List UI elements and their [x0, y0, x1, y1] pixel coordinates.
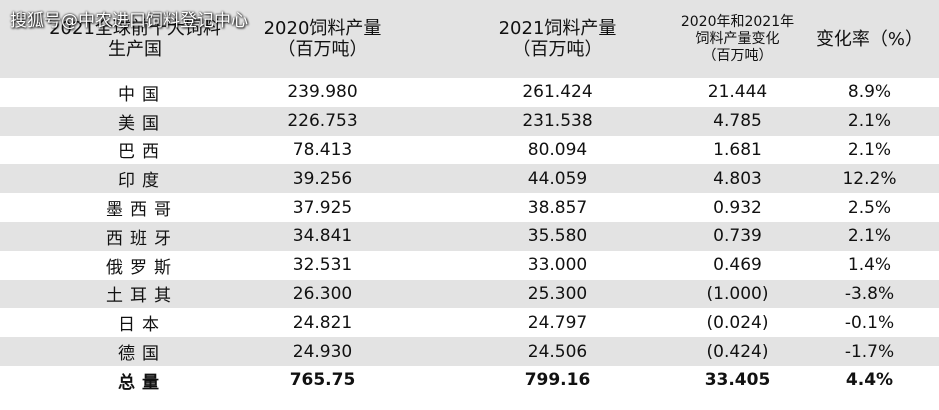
row-background: [0, 106, 939, 136]
header-cell: 变化率（%）: [800, 0, 939, 78]
header-cell: 2020年和2021年 饲料产量变化 （百万吨）: [660, 0, 815, 78]
table-cell: 0.739: [713, 226, 762, 247]
table-cell: 4.4%: [845, 370, 894, 391]
table-cell: 38.857: [527, 197, 588, 218]
watermark: 搜狐号@中农进口饲料登记中心: [10, 11, 248, 31]
table-cell: (1.000): [706, 283, 769, 304]
header-background: [0, 0, 939, 78]
table-cell: 1.4%: [847, 255, 892, 276]
table-cell: 4.803: [713, 168, 762, 189]
table-cell: 8.9%: [847, 82, 892, 103]
table-cell: 巴西: [118, 142, 166, 163]
table-cell: 37.925: [292, 197, 353, 218]
header-text: （百万吨）: [702, 47, 773, 64]
table-cell: 土耳其: [106, 286, 178, 307]
table-cell: 2.1%: [847, 111, 892, 132]
header-text: 2021饲料产量: [498, 18, 617, 39]
table-cell: 墨西哥: [106, 200, 178, 221]
table-cell: 0.932: [713, 197, 762, 218]
table-cell: 西班牙: [106, 228, 178, 249]
table-cell: 24.506: [527, 341, 588, 362]
table-cell: 261.424: [522, 82, 593, 103]
table-cell: 25.300: [527, 283, 588, 304]
table-cell: 24.930: [292, 341, 353, 362]
table-cell: 2.1%: [847, 226, 892, 247]
table-cell: 21.444: [707, 82, 768, 103]
table-cell: 24.821: [292, 312, 353, 333]
header-text: 饲料产量变化: [695, 30, 780, 47]
header-text: 2021全球前十大饲料: [49, 18, 221, 39]
header-text: 2020年和2021年: [680, 13, 795, 30]
table-cell: 33.000: [527, 255, 588, 276]
table-cell: 44.059: [527, 168, 588, 189]
header-text: 变化率（%）: [815, 28, 924, 50]
table-cell: 印度: [118, 171, 166, 192]
table-cell: 32.531: [292, 255, 353, 276]
table-cell: 日本: [118, 315, 166, 336]
row-background: [0, 164, 939, 194]
table-cell: -0.1%: [844, 312, 895, 333]
table-cell: 39.256: [292, 168, 353, 189]
table-cell: 80.094: [527, 139, 588, 160]
table-cell: 35.580: [527, 226, 588, 247]
table-cell: 765.75: [289, 370, 356, 391]
header-cell: 2021饲料产量 （百万吨）: [440, 0, 675, 78]
table-cell: -3.8%: [844, 283, 895, 304]
table-cell: 0.469: [713, 255, 762, 276]
table-cell: 24.797: [527, 312, 588, 333]
table-cell: 中国: [118, 84, 166, 105]
table-cell: 2.1%: [847, 139, 892, 160]
row-background: [0, 279, 939, 309]
table-cell: 12.2%: [842, 168, 897, 189]
table-cell: 26.300: [292, 283, 353, 304]
table-cell: 俄罗斯: [106, 257, 178, 278]
table-cell: 美国: [118, 113, 166, 134]
table-cell: 231.538: [522, 111, 593, 132]
header-text: 生产国: [108, 39, 162, 60]
table-cell: 78.413: [292, 139, 353, 160]
table-cell: 1.681: [713, 139, 762, 160]
table-cell: 2.5%: [847, 197, 892, 218]
table-cell: (0.024): [706, 312, 769, 333]
table-cell: 226.753: [287, 111, 358, 132]
table-cell: 34.841: [292, 226, 353, 247]
table-cell: 799.16: [524, 370, 591, 391]
row-background: [0, 222, 939, 251]
header-text: （百万吨）: [512, 39, 603, 60]
table-cell: 33.405: [704, 370, 771, 391]
table-cell: 总量: [118, 372, 166, 393]
table-cell: (0.424): [706, 341, 769, 362]
table-cell: 239.980: [287, 82, 358, 103]
table-cell: 德国: [118, 344, 166, 365]
table-cell: 4.785: [713, 111, 762, 132]
header-text: 2020饲料产量: [263, 18, 382, 39]
header-cell: 2021全球前十大饲料 生产国: [40, 0, 230, 78]
row-background: [0, 337, 939, 366]
header-text: （百万吨）: [277, 39, 368, 60]
header-cell: 2020饲料产量 （百万吨）: [230, 0, 415, 78]
table-cell: -1.7%: [844, 341, 895, 362]
